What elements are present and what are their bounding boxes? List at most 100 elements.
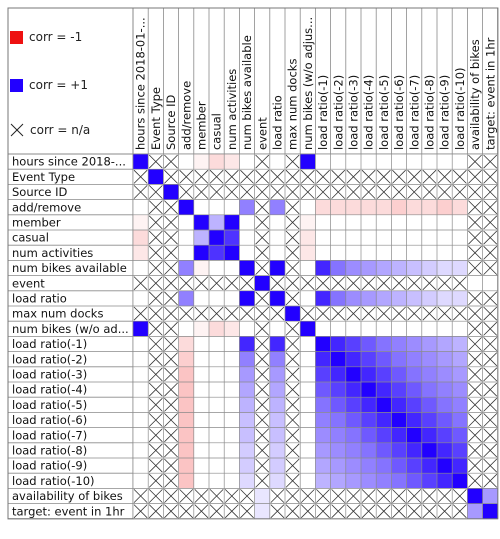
cell-na <box>391 488 407 504</box>
cell <box>437 397 453 413</box>
legend-negative: corr = -1 <box>10 30 82 44</box>
cell <box>452 427 468 443</box>
cell <box>361 366 377 382</box>
row-label: member <box>12 216 61 230</box>
cell <box>239 412 255 428</box>
cell <box>224 336 240 352</box>
row-label: load ratio(-5) <box>12 398 87 412</box>
cell <box>406 260 422 276</box>
cell <box>376 473 392 489</box>
cell-na <box>300 488 316 504</box>
cell-na <box>285 382 301 398</box>
cell-na <box>421 503 437 519</box>
cell <box>376 458 392 474</box>
cell <box>406 442 422 458</box>
cell-na <box>254 321 270 337</box>
cell <box>178 397 194 413</box>
cell-na <box>178 488 194 504</box>
cell <box>406 382 422 398</box>
cell <box>330 214 346 230</box>
cell-na <box>163 199 179 215</box>
cell <box>269 260 285 276</box>
cell <box>330 473 346 489</box>
cell-na <box>285 245 301 261</box>
cell-na <box>209 169 225 185</box>
cell-na <box>361 184 377 200</box>
cell <box>133 214 149 230</box>
cell <box>269 473 285 489</box>
cell <box>437 154 453 170</box>
cell <box>482 488 498 504</box>
cell-na <box>209 275 225 291</box>
cell <box>452 397 468 413</box>
cell <box>391 442 407 458</box>
cell <box>315 245 331 261</box>
col-label: load ratio(-2) <box>331 75 345 150</box>
cell <box>209 427 225 443</box>
cell <box>224 290 240 306</box>
cell-na <box>254 351 270 367</box>
cell <box>224 382 240 398</box>
negative-swatch <box>10 30 23 44</box>
cell-na <box>330 275 346 291</box>
cell <box>391 458 407 474</box>
cell <box>452 442 468 458</box>
cell-na <box>148 397 164 413</box>
cell <box>376 214 392 230</box>
cell <box>133 336 149 352</box>
cell <box>133 427 149 443</box>
cell-na <box>239 275 255 291</box>
cell <box>209 199 225 215</box>
cell <box>391 214 407 230</box>
cell-na <box>482 230 498 246</box>
cell <box>315 366 331 382</box>
cell-na <box>285 473 301 489</box>
cell <box>300 382 316 398</box>
cell <box>285 306 301 322</box>
cell <box>269 458 285 474</box>
positive-swatch <box>10 78 23 92</box>
cell-na <box>467 427 483 443</box>
cell <box>391 199 407 215</box>
cell <box>345 321 361 337</box>
cell-na <box>391 306 407 322</box>
cell-na <box>163 260 179 276</box>
cell <box>467 275 483 291</box>
cell-na <box>148 321 164 337</box>
cell <box>300 458 316 474</box>
cell <box>300 473 316 489</box>
cell <box>133 366 149 382</box>
cell-na <box>254 442 270 458</box>
cell <box>209 397 225 413</box>
cell-na <box>148 503 164 519</box>
cell <box>467 503 483 519</box>
col-label: availability of bikes <box>468 39 482 150</box>
cell <box>209 260 225 276</box>
cell-na <box>148 351 164 367</box>
cell <box>391 230 407 246</box>
cell <box>300 336 316 352</box>
cell-na <box>300 184 316 200</box>
cell-na <box>421 488 437 504</box>
cell-na <box>148 245 164 261</box>
cell <box>345 351 361 367</box>
cell-na <box>361 275 377 291</box>
cell <box>178 154 194 170</box>
cell <box>406 336 422 352</box>
cell <box>315 154 331 170</box>
cell <box>209 214 225 230</box>
cell-na <box>467 154 483 170</box>
cell-na <box>467 458 483 474</box>
cell-na <box>376 306 392 322</box>
cell-na <box>330 184 346 200</box>
cell <box>361 230 377 246</box>
cell-na <box>163 321 179 337</box>
cell-na <box>148 427 164 443</box>
cell-na <box>406 275 422 291</box>
cell-na <box>482 427 498 443</box>
cell-na <box>163 306 179 322</box>
cell <box>209 245 225 261</box>
cell-na <box>482 351 498 367</box>
col-label: max num docks <box>286 59 300 150</box>
cell-na <box>467 306 483 322</box>
